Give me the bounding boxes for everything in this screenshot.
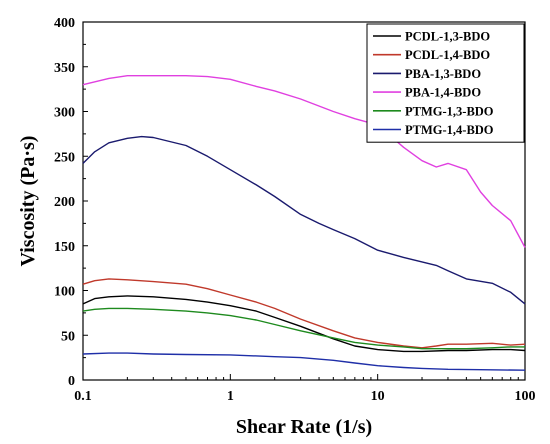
y-tick-label: 100 <box>54 285 75 300</box>
series-line-5 <box>82 352 526 371</box>
series-lines <box>82 75 526 371</box>
y-axis-title: Viscosity (Pa·s) <box>17 136 39 267</box>
series-line-4 <box>82 307 525 350</box>
y-tick-label: 0 <box>68 374 75 389</box>
legend: PCDL-1,3-BDO PCDL-1,4-BDO PBA-1,3-BDO PBA-1… <box>366 23 525 143</box>
legend-entry: PTMG-1,3-BDO <box>405 104 494 118</box>
series-line-2 <box>82 135 526 305</box>
legend-box <box>366 23 525 143</box>
series-line-0 <box>82 295 526 353</box>
x-tick-label: 0.1 <box>74 389 92 404</box>
legend-entry: PBA-1,3-BDO <box>405 67 481 81</box>
y-tick-label: 150 <box>54 240 75 255</box>
y-tick-label: 50 <box>61 329 75 344</box>
y-tick-label: 350 <box>54 61 75 76</box>
x-tick-label: 100 <box>515 389 536 404</box>
x-tick-label: 10 <box>371 389 385 404</box>
series-line-1 <box>82 278 526 349</box>
series-line-3 <box>82 75 526 248</box>
y-tick-label: 300 <box>54 106 75 121</box>
x-axis-title: Shear Rate (1/s) <box>236 416 372 438</box>
legend-entry: PTMG-1,4-BDO <box>405 123 494 137</box>
y-tick-label: 400 <box>54 16 75 31</box>
tick-labels: 0 50 100 150 200 250 300 350 400 0.1 1 10 100 <box>54 16 536 404</box>
legend-entry: PBA-1,4-BDO <box>405 86 481 100</box>
x-tick-label: 1 <box>227 389 234 404</box>
tick-marks <box>82 21 526 381</box>
legend-entry: PCDL-1,4-BDO <box>405 48 490 62</box>
y-tick-label: 250 <box>54 150 75 165</box>
y-tick-label: 200 <box>54 195 75 210</box>
legend-entry: PCDL-1,3-BDO <box>405 30 490 44</box>
